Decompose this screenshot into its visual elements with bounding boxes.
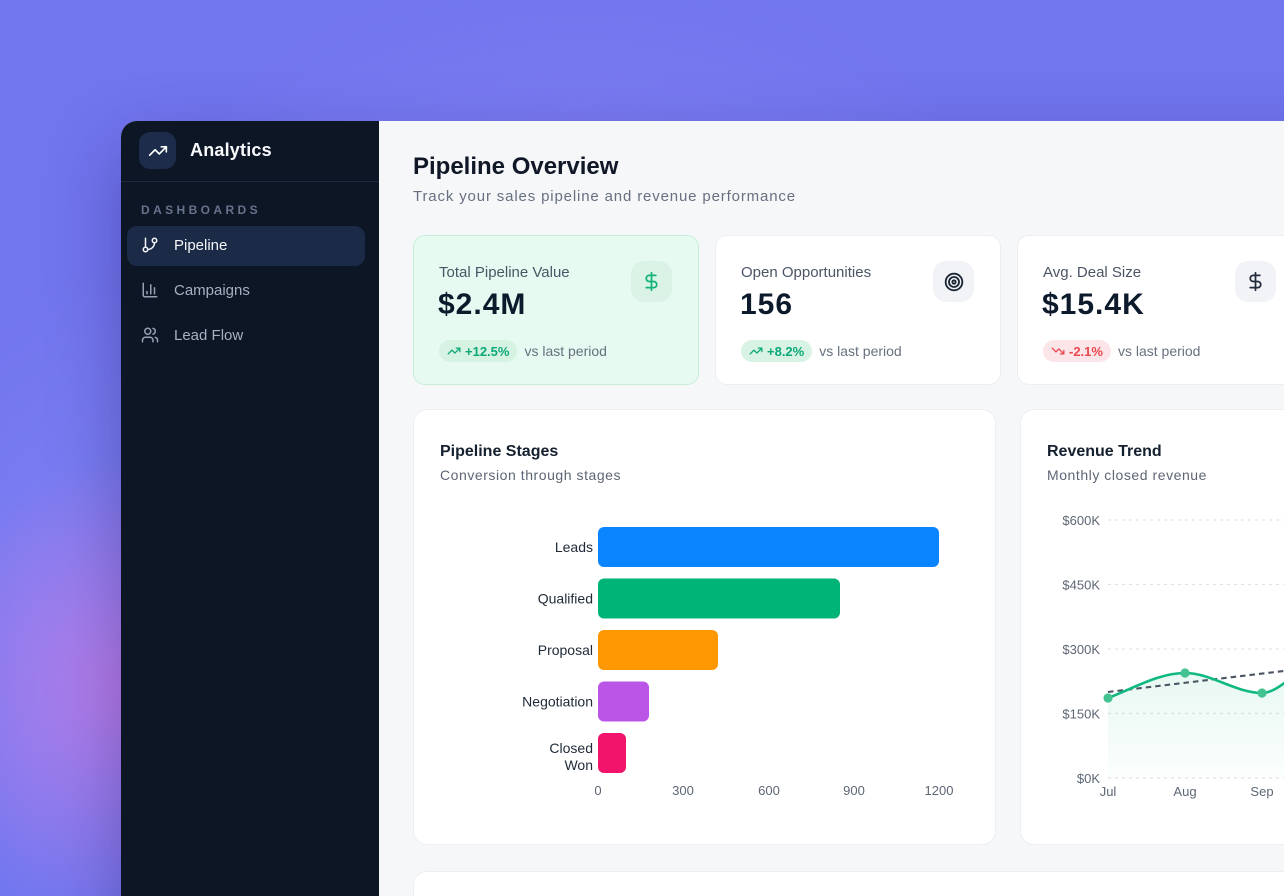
svg-text:600: 600 [758,783,780,798]
svg-text:Closed: Closed [549,740,593,756]
svg-text:$0K: $0K [1077,771,1100,786]
svg-text:$600K: $600K [1062,513,1100,528]
svg-text:Negotiation: Negotiation [522,694,593,710]
svg-text:Sep: Sep [1250,784,1273,799]
svg-text:Won: Won [564,757,593,773]
svg-text:900: 900 [843,783,865,798]
svg-text:0: 0 [594,783,601,798]
svg-text:Leads: Leads [555,539,593,555]
svg-text:300: 300 [672,783,694,798]
svg-text:$450K: $450K [1062,578,1100,593]
svg-text:$150K: $150K [1062,707,1100,722]
svg-text:Proposal: Proposal [538,642,593,658]
svg-text:1200: 1200 [925,783,954,798]
svg-text:$300K: $300K [1062,642,1100,657]
svg-text:Aug: Aug [1173,784,1196,799]
svg-text:Qualified: Qualified [538,591,593,607]
svg-text:Jul: Jul [1100,784,1117,799]
